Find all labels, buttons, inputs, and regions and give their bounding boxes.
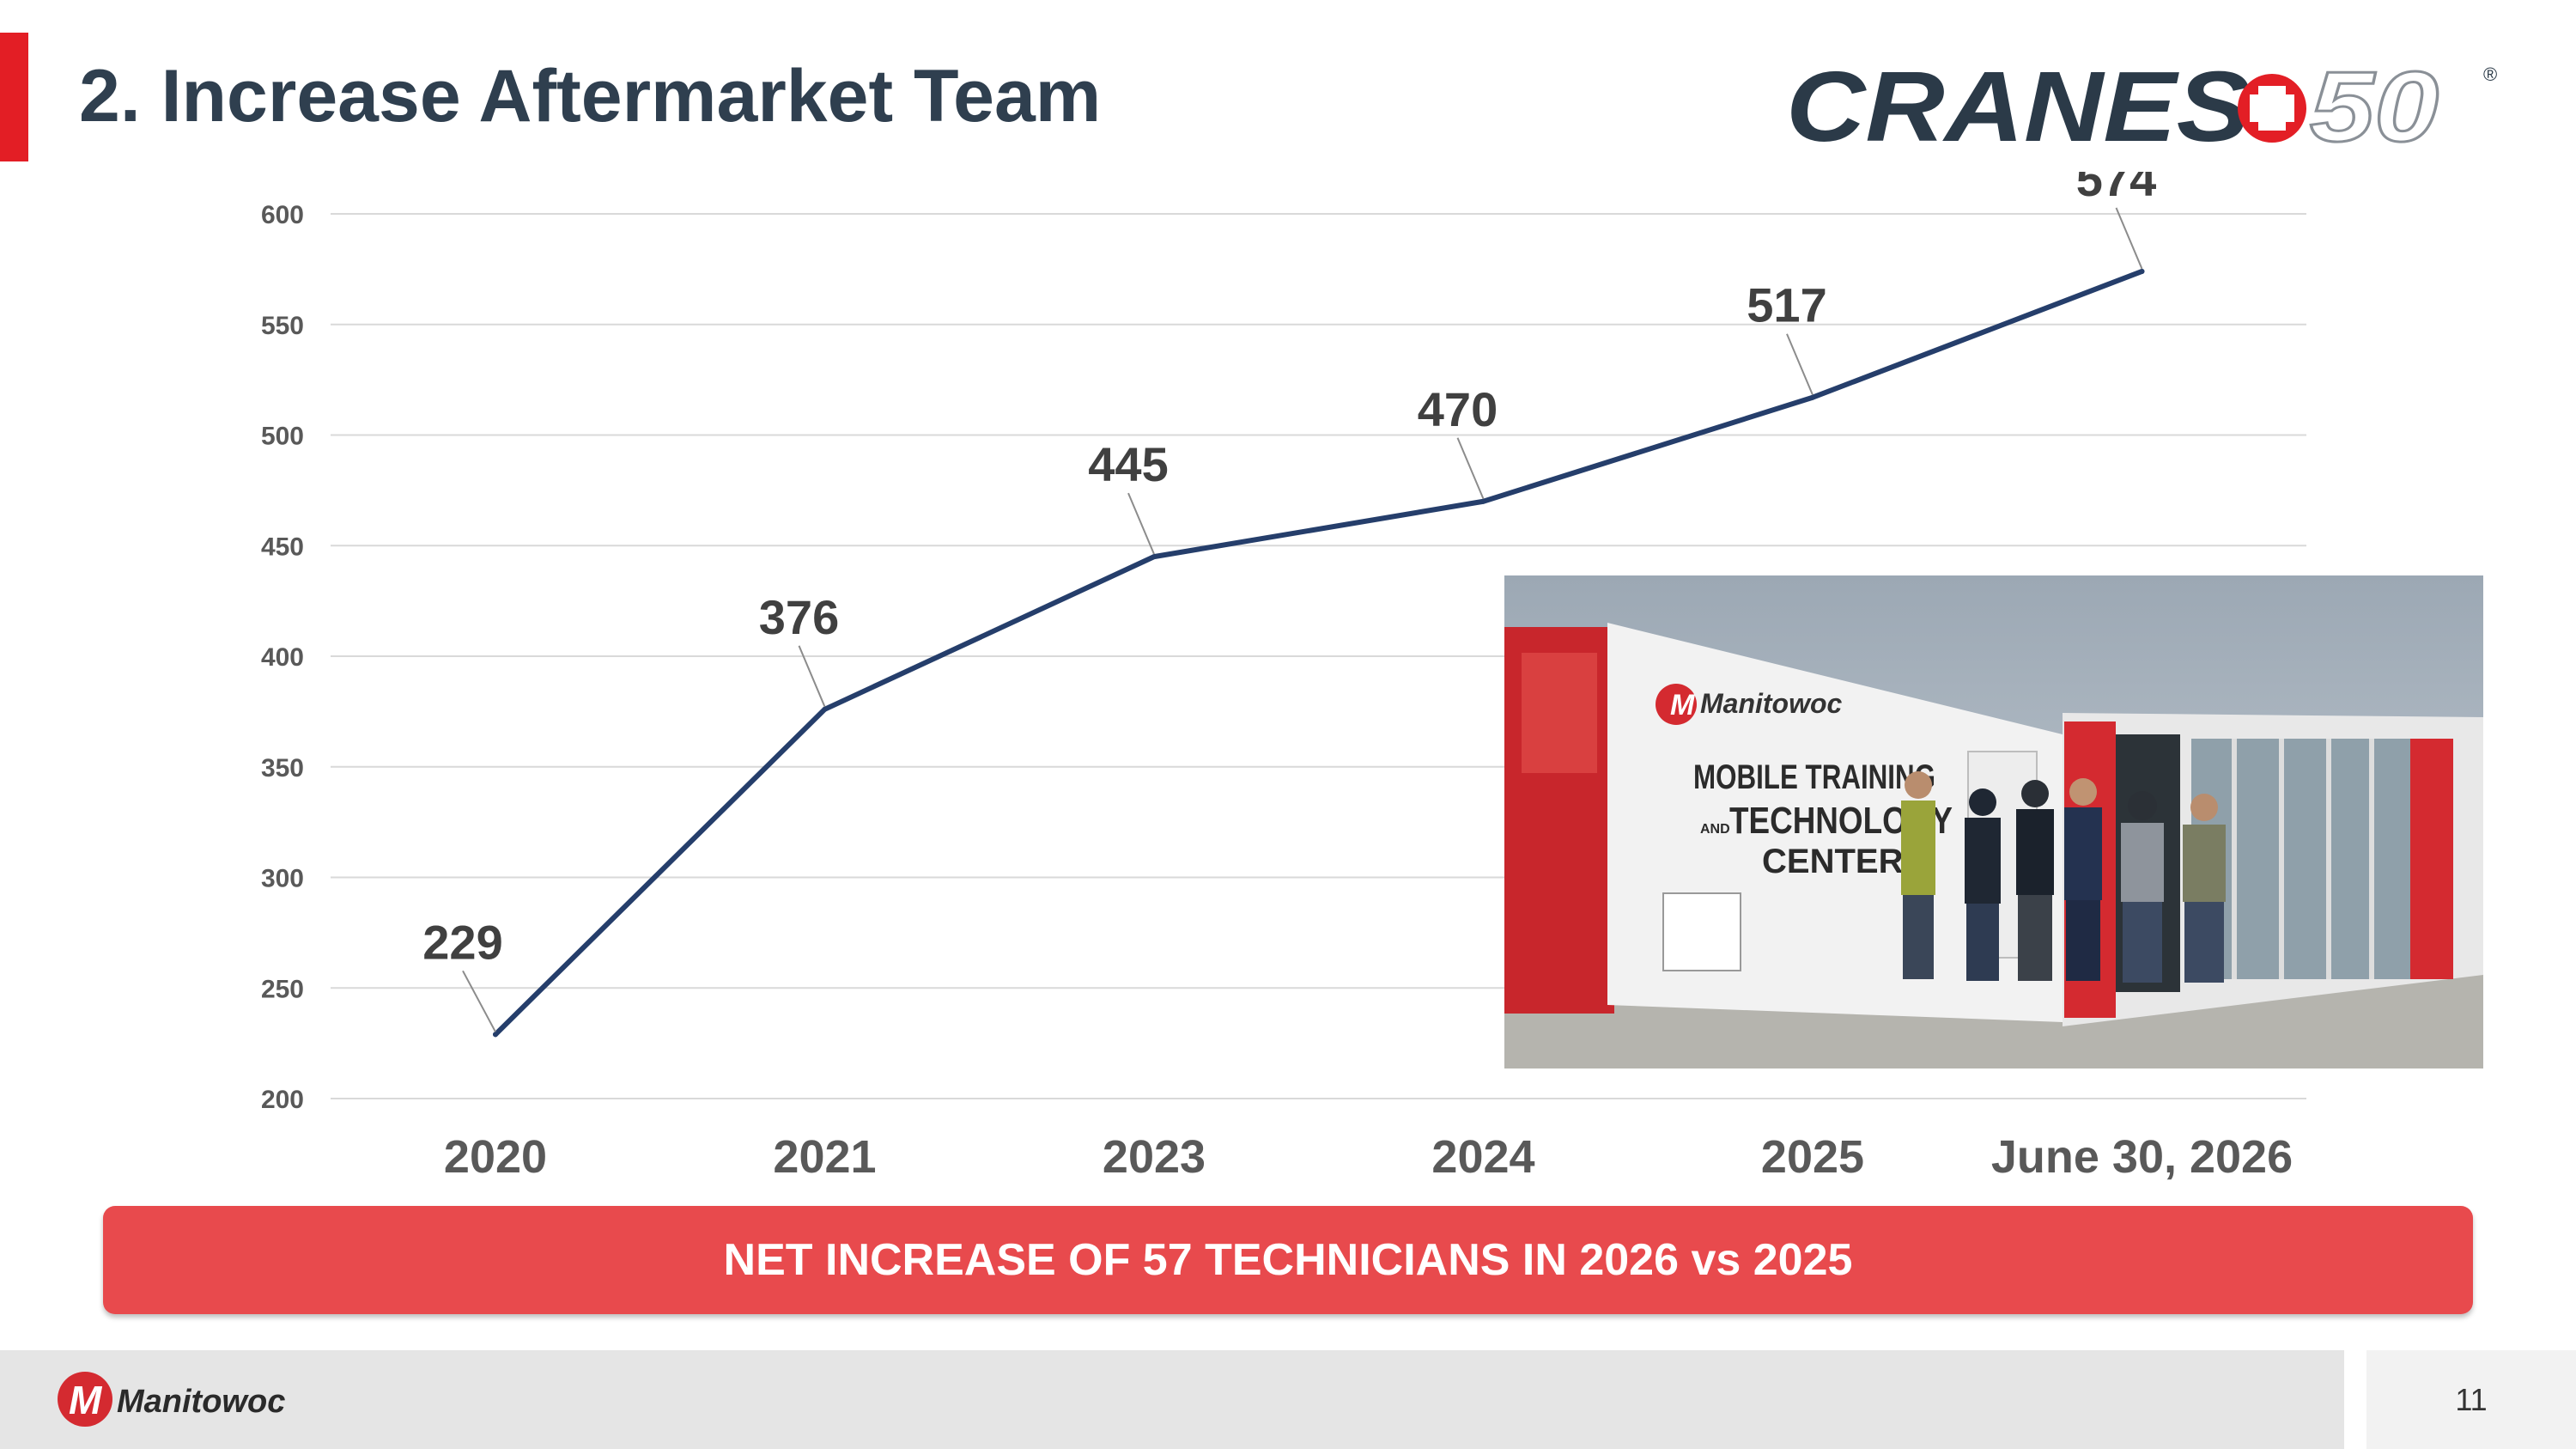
accent-bar — [0, 33, 28, 161]
cranes-50-logo: CRANES 50 ® — [1786, 50, 2497, 159]
y-tick-label: 200 — [261, 1086, 304, 1114]
y-tick-label: 250 — [261, 975, 304, 1003]
x-tick-label: 2020 — [444, 1131, 547, 1183]
data-point — [1151, 554, 1157, 560]
label-leader — [2115, 207, 2143, 270]
net-increase-banner: NET INCREASE OF 57 TECHNICIANS IN 2026 v… — [103, 1206, 2473, 1314]
label-leader — [1456, 437, 1485, 500]
x-tick-label: 2024 — [1431, 1131, 1534, 1183]
footer-page-box — [2366, 1350, 2576, 1449]
registered-mark: ® — [2483, 64, 2497, 85]
data-label: 376 — [759, 590, 839, 644]
photo-brand-text: Manitowoc — [1700, 688, 1843, 719]
fifty-logo-text: 50 — [2310, 51, 2439, 158]
people-group — [1901, 771, 2226, 983]
photo-sign-line3: CENTER — [1762, 843, 1904, 880]
label-leader — [462, 970, 496, 1032]
y-tick-label: 450 — [261, 533, 304, 561]
series-line — [493, 268, 2145, 1038]
plus-icon — [2238, 74, 2306, 143]
manitowoc-logo-text: Manitowoc — [117, 1384, 285, 1420]
label-leader — [1786, 333, 1814, 396]
data-point — [822, 706, 828, 712]
y-tick-label: 600 — [261, 201, 304, 229]
data-label: 445 — [1088, 437, 1168, 491]
svg-text:M: M — [1670, 689, 1695, 721]
slide-title: 2. Increase Aftermarket Team — [79, 55, 1102, 137]
data-point — [2139, 268, 2145, 274]
data-label: 574 — [2076, 172, 2156, 206]
data-labels: 229 376 445 470 517 574 — [422, 172, 2156, 1032]
page-number: 11 — [2455, 1381, 2488, 1417]
data-point — [493, 1032, 498, 1038]
technician-line-chart: 200 250 300 350 400 450 500 550 600 2020 2021 2023… — [261, 172, 2306, 1183]
banner-text: NET INCREASE OF 57 TECHNICIANS IN 2026 v… — [723, 1235, 1853, 1285]
y-tick-label: 400 — [261, 643, 304, 672]
data-label: 470 — [1418, 382, 1498, 436]
svg-text:M: M — [69, 1378, 103, 1422]
label-leader — [1127, 492, 1155, 555]
x-axis-ticks: 2020 2021 2023 2024 2025 June 30, 2026 — [444, 1131, 2293, 1183]
y-axis-ticks: 200 250 300 350 400 450 500 550 600 — [261, 201, 304, 1114]
data-point — [1810, 394, 1815, 400]
y-tick-label: 350 — [261, 754, 304, 782]
x-tick-label: June 30, 2026 — [1991, 1131, 2293, 1183]
manitowoc-logo: M Manitowoc — [58, 1372, 285, 1427]
cranes-logo-text: CRANES — [1786, 51, 2250, 158]
series-layer — [493, 268, 2145, 1038]
data-point — [1480, 498, 1486, 504]
grid-lines — [331, 213, 2306, 1099]
y-tick-label: 500 — [261, 423, 304, 451]
footer-bar — [0, 1350, 2344, 1449]
photo-sign-line1: MOBILE TRAINING — [1693, 758, 1935, 796]
y-tick-label: 550 — [261, 312, 304, 340]
data-label: 229 — [422, 915, 502, 969]
x-tick-label: 2023 — [1103, 1131, 1206, 1183]
y-tick-label: 300 — [261, 865, 304, 893]
x-tick-label: 2021 — [773, 1131, 876, 1183]
label-leader — [798, 645, 826, 708]
x-tick-label: 2025 — [1761, 1131, 1864, 1183]
photo-sign-and: AND — [1700, 822, 1730, 837]
data-label: 517 — [1747, 278, 1826, 332]
training-center-photo: M Manitowoc MOBILE TRAINING AND TECHNOLO… — [1504, 575, 2483, 1068]
